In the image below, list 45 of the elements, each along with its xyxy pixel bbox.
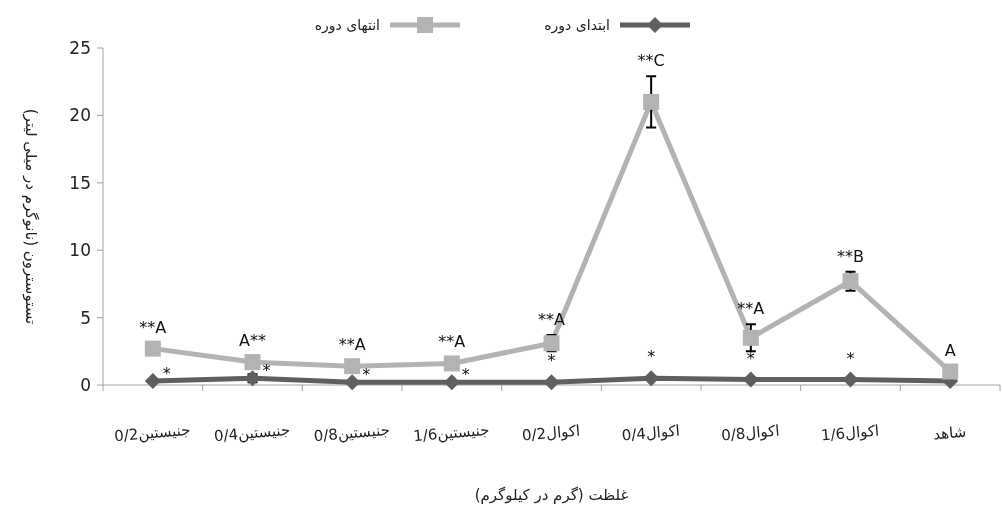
y-tick-label: 10 (69, 240, 91, 261)
point (543, 374, 560, 391)
y-axis-title: تستوسترون (نانوگرم در میلی لیتر) (22, 108, 40, 325)
x-tick-label: 0/4اکوال (620, 421, 681, 445)
annotation: **A (438, 332, 466, 352)
x-tick-label: 0/4جنیستین (213, 420, 291, 446)
x-axis-title: غلظت (گرم در کیلوگرم) (474, 486, 629, 504)
annotation: **A (338, 335, 366, 355)
annotation: **A (737, 299, 765, 319)
point (344, 358, 361, 375)
annotation: A** (239, 331, 266, 351)
legend-label: انتهای دوره (314, 17, 380, 34)
x-tick-label: 1/6جنیستین (412, 420, 491, 446)
annotation: * (547, 351, 556, 371)
x-tick-label: 1/6اکوال (820, 421, 880, 445)
point (443, 355, 460, 372)
annotation: * (162, 363, 171, 383)
annotation: * (362, 365, 371, 385)
annotation: * (647, 347, 656, 367)
annotation: * (846, 348, 855, 368)
annotation: **C (637, 51, 665, 71)
y-tick-label: 15 (69, 172, 91, 193)
point (144, 340, 161, 357)
annotation: * (746, 348, 755, 368)
x-tick-label: 0/8اکوال (720, 421, 781, 445)
annotation: **A (139, 317, 167, 337)
annotation: **A (538, 310, 566, 330)
x-tick-label: 0/8جنیستین (312, 420, 391, 446)
annotation: **B (837, 246, 864, 266)
x-tick-label: 0/2جنیستین (113, 420, 192, 446)
x-tick-label: شاهد (932, 422, 967, 444)
annotation: * (262, 361, 271, 381)
point (742, 329, 759, 346)
y-tick-label: 25 (69, 38, 91, 58)
point (244, 354, 261, 371)
y-tick-label: 20 (69, 105, 91, 126)
y-tick-label: 0 (80, 375, 91, 395)
point (643, 93, 660, 110)
y-tick-label: 5 (80, 307, 91, 328)
annotation: A (944, 340, 956, 360)
point (144, 372, 161, 389)
x-tick-label: 0/2اکوال (521, 421, 581, 445)
annotation: * (461, 365, 470, 385)
point (942, 363, 959, 380)
legend-label: ابتدای دوره (544, 17, 610, 34)
